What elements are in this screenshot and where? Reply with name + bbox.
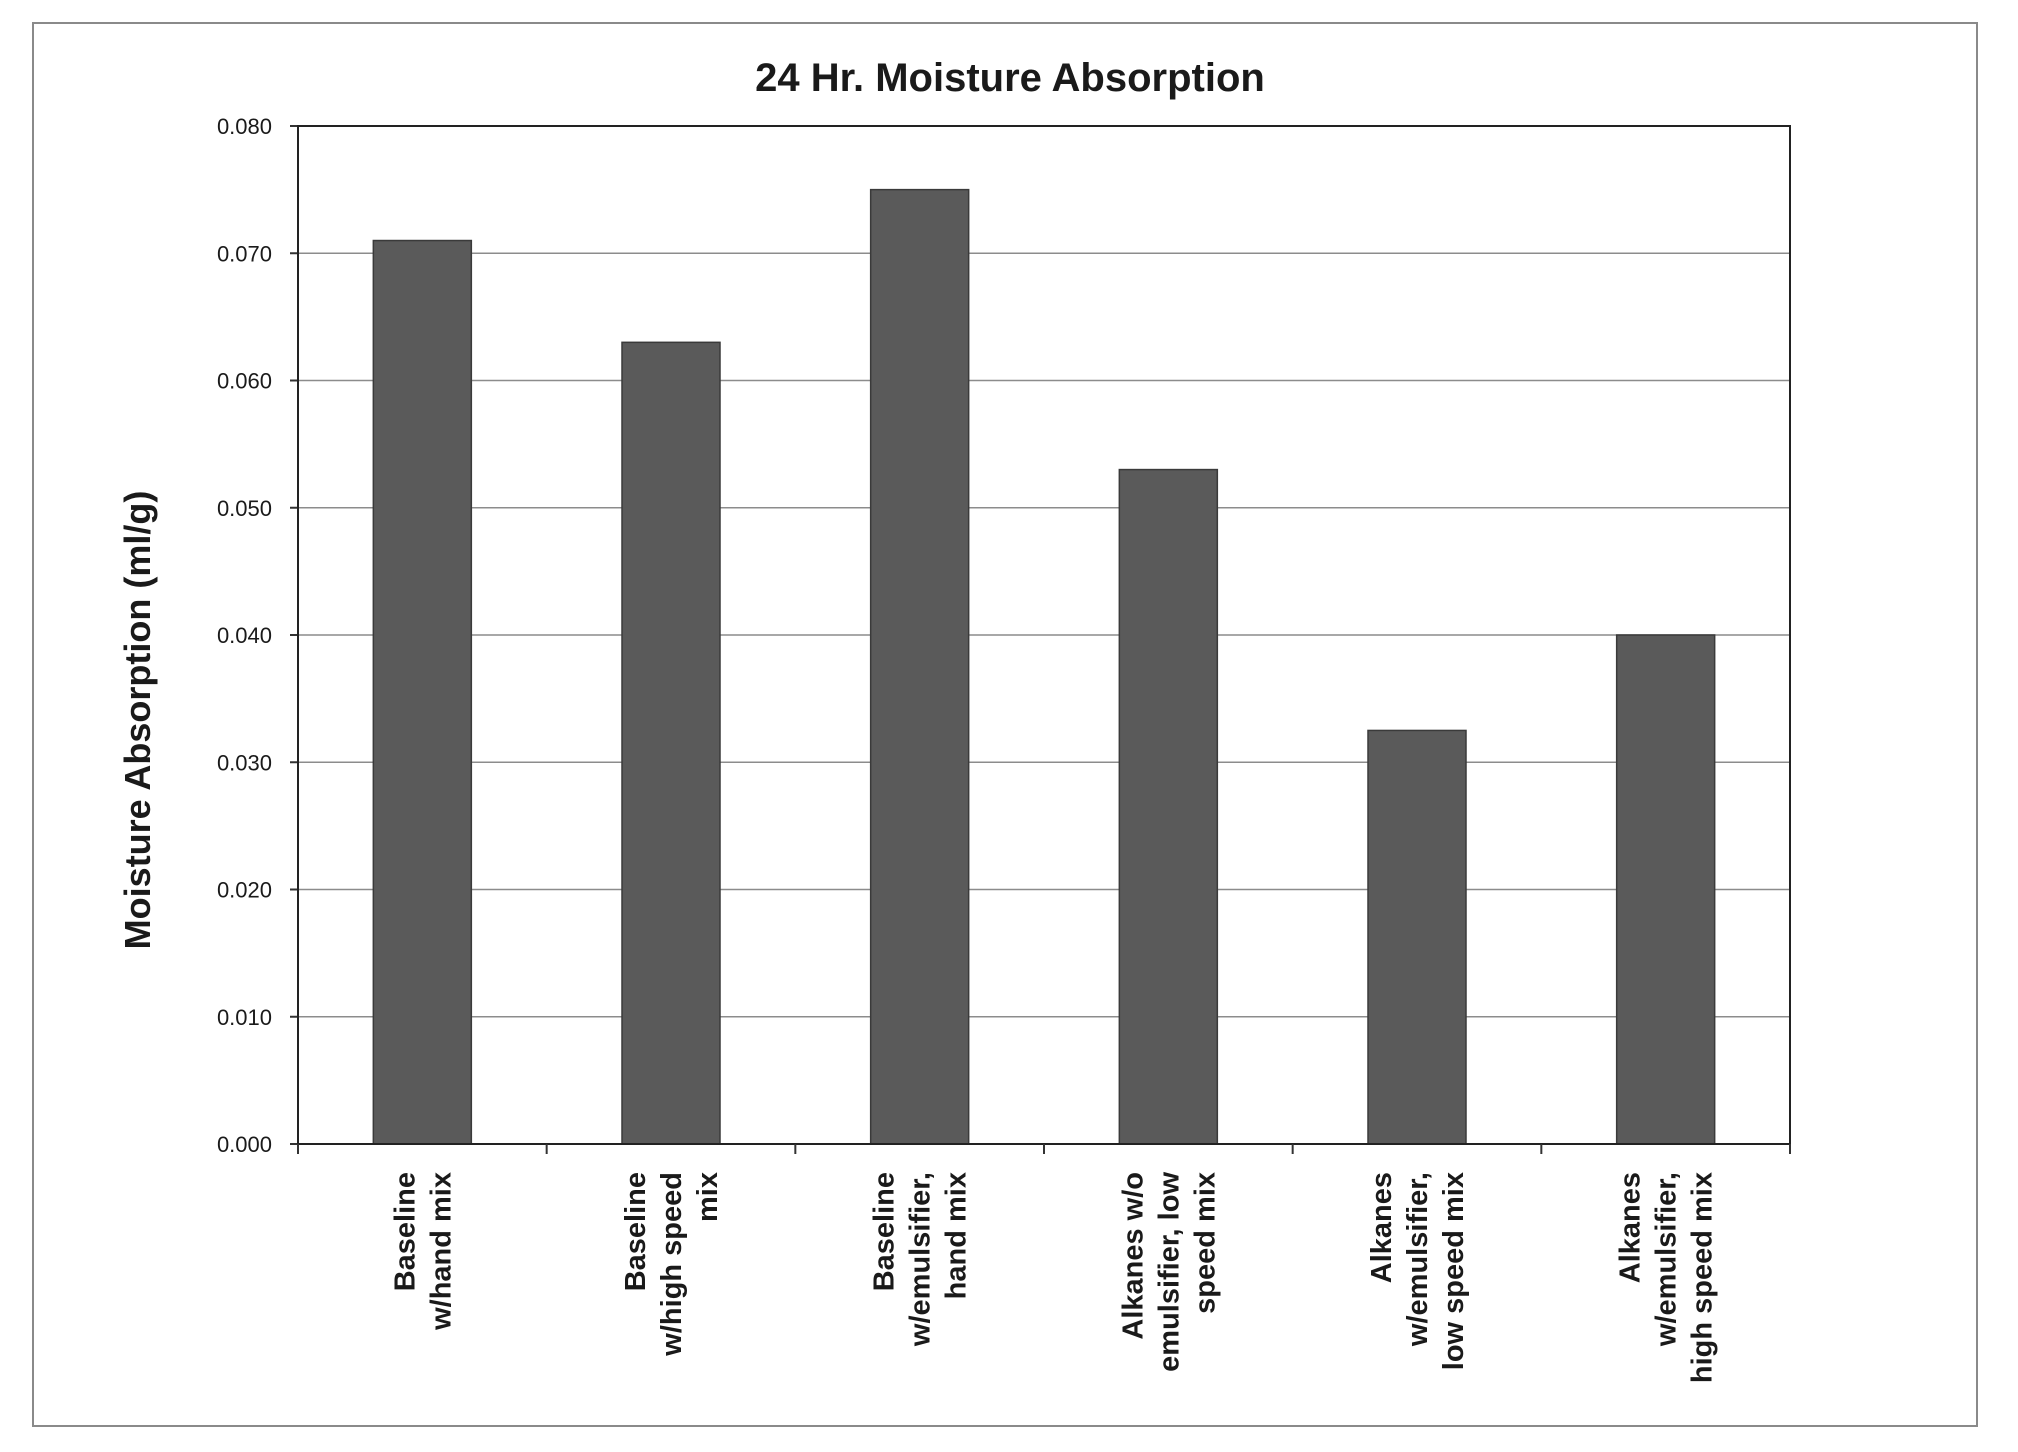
bar: [1119, 470, 1217, 1144]
x-category-label: w/emulsifier,: [1402, 1172, 1434, 1347]
x-category-label: Alkanes: [1366, 1172, 1398, 1283]
x-category-label: emulsifier, low: [1153, 1172, 1185, 1372]
x-category-label: high speed mix: [1687, 1172, 1719, 1383]
x-category-label: low speed mix: [1438, 1172, 1470, 1370]
bar: [622, 342, 720, 1144]
x-category-label: w/emulsifier,: [905, 1172, 937, 1347]
y-axis-title: Moisture Absorption (ml/g): [117, 491, 158, 950]
bar: [373, 241, 471, 1144]
bar: [1617, 635, 1715, 1144]
y-tick-label: 0.050: [217, 496, 272, 521]
y-tick-label: 0.000: [217, 1132, 272, 1157]
y-tick-label: 0.010: [217, 1005, 272, 1030]
chart-title: 24 Hr. Moisture Absorption: [755, 56, 1265, 100]
x-category-label: Alkanes: [1615, 1172, 1647, 1283]
y-tick-labels: 0.000 0.010 0.020 0.030 0.040 0.050 0.060 0.070…: [217, 114, 272, 1157]
y-tick-label: 0.040: [217, 623, 272, 648]
x-category-label: w/emulsifier,: [1651, 1172, 1683, 1347]
bar: [871, 190, 969, 1144]
x-category-labels: Baselinew/hand mixBaselinew/high speedmi…: [389, 1172, 1718, 1384]
x-category-label: Baseline: [389, 1172, 421, 1291]
y-tick-label: 0.070: [217, 241, 272, 266]
x-category-label: mix: [692, 1172, 724, 1222]
x-category-label: Alkanes w/o: [1117, 1172, 1149, 1340]
bar: [1368, 730, 1466, 1144]
y-tick-label: 0.080: [217, 114, 272, 139]
x-category-label: Baseline: [620, 1172, 652, 1291]
x-category-label: w/hand mix: [425, 1172, 457, 1331]
x-category-label: w/high speed: [656, 1172, 688, 1357]
y-tick-label: 0.020: [217, 878, 272, 903]
axes: [290, 126, 1790, 1154]
y-tick-label: 0.060: [217, 369, 272, 394]
gridlines: [298, 253, 1790, 1017]
x-category-label: Baseline: [869, 1172, 901, 1291]
x-category-label: hand mix: [941, 1172, 973, 1299]
y-tick-label: 0.030: [217, 750, 272, 775]
bars: [373, 190, 1714, 1144]
x-category-label: speed mix: [1189, 1172, 1221, 1314]
